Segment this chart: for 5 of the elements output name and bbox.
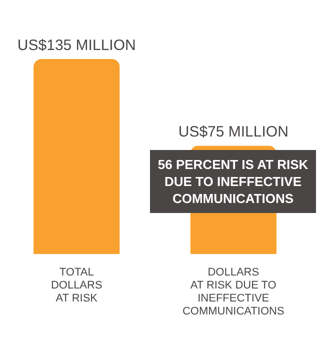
annotation: 56 PERCENT IS AT RISK DUE TO INEFFECTIVE COMMUNICATIONS [150,150,316,213]
x-tick-label: TOTAL DOLLARS AT RISK [50,266,102,304]
x-tick-label: DOLLARS AT RISK DUE TO INEFFECTIVE COMMUNICATIONS [182,266,284,318]
data-label: US$135 MILLION [17,37,136,54]
data-label: US$75 MILLION [178,124,288,141]
